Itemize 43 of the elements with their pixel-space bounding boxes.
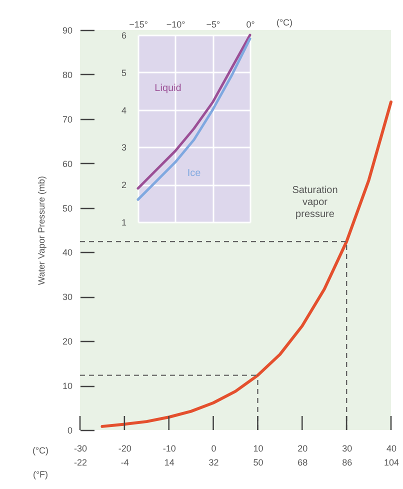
x-tick-label: 0 bbox=[211, 444, 216, 454]
x-axis-title: (°C) bbox=[32, 446, 49, 456]
x-tick-label: −5° bbox=[206, 20, 220, 30]
x2-tick-label: -22 bbox=[74, 458, 88, 468]
text: Liquid bbox=[154, 83, 182, 94]
y-tick-label: 50 bbox=[62, 203, 72, 214]
x-tick-label: -20 bbox=[118, 444, 132, 454]
x-tick-label: 40 bbox=[386, 444, 397, 454]
x-tick-label: 20 bbox=[298, 444, 308, 454]
y-tick-label: 90 bbox=[62, 26, 72, 36]
x2-tick-label: 68 bbox=[298, 458, 308, 468]
x-tick-label: -30 bbox=[74, 444, 88, 454]
x-tick-label: 0° bbox=[246, 20, 256, 30]
x2-tick-label: -4 bbox=[120, 458, 129, 468]
y-tick-label: 60 bbox=[62, 158, 72, 169]
y-tick-label: 30 bbox=[62, 292, 72, 302]
x2-tick-label: 86 bbox=[342, 458, 352, 468]
x-axis-title: (°C) bbox=[276, 18, 293, 28]
x-tick-label: 10 bbox=[253, 444, 264, 454]
y-axis-title: Water Vapor Pressure (mb) bbox=[36, 176, 46, 286]
y-tick-label: 4 bbox=[121, 105, 126, 116]
y-tick-label: 1 bbox=[121, 218, 126, 228]
y-tick-label: 0 bbox=[67, 426, 72, 436]
y-tick-label: 5 bbox=[121, 68, 126, 78]
x-tick-label: -10 bbox=[162, 444, 176, 454]
y-tick-label: 70 bbox=[62, 114, 72, 124]
series-label: Saturation vapor pressure bbox=[292, 185, 338, 220]
y-tick-label: 6 bbox=[121, 30, 126, 40]
x-tick-label: −15° bbox=[129, 20, 148, 30]
y-tick-label: 2 bbox=[121, 180, 126, 190]
y-tick-label: 20 bbox=[62, 336, 72, 347]
x2-tick-label: 104 bbox=[384, 458, 400, 468]
x2-tick-label: 50 bbox=[253, 458, 264, 468]
x2-axis-title: (°F) bbox=[32, 470, 48, 480]
x2-tick-label: 14 bbox=[164, 458, 174, 468]
y-tick-label: 10 bbox=[62, 381, 72, 392]
y-tick-label: 3 bbox=[121, 142, 126, 153]
y-tick-label: 40 bbox=[62, 248, 72, 258]
y-tick-label: 80 bbox=[62, 70, 72, 80]
x-tick-label: −10° bbox=[166, 20, 186, 30]
x-tick-label: 30 bbox=[342, 444, 352, 454]
x2-tick-label: 32 bbox=[208, 458, 219, 468]
series-label: Ice bbox=[187, 168, 202, 179]
